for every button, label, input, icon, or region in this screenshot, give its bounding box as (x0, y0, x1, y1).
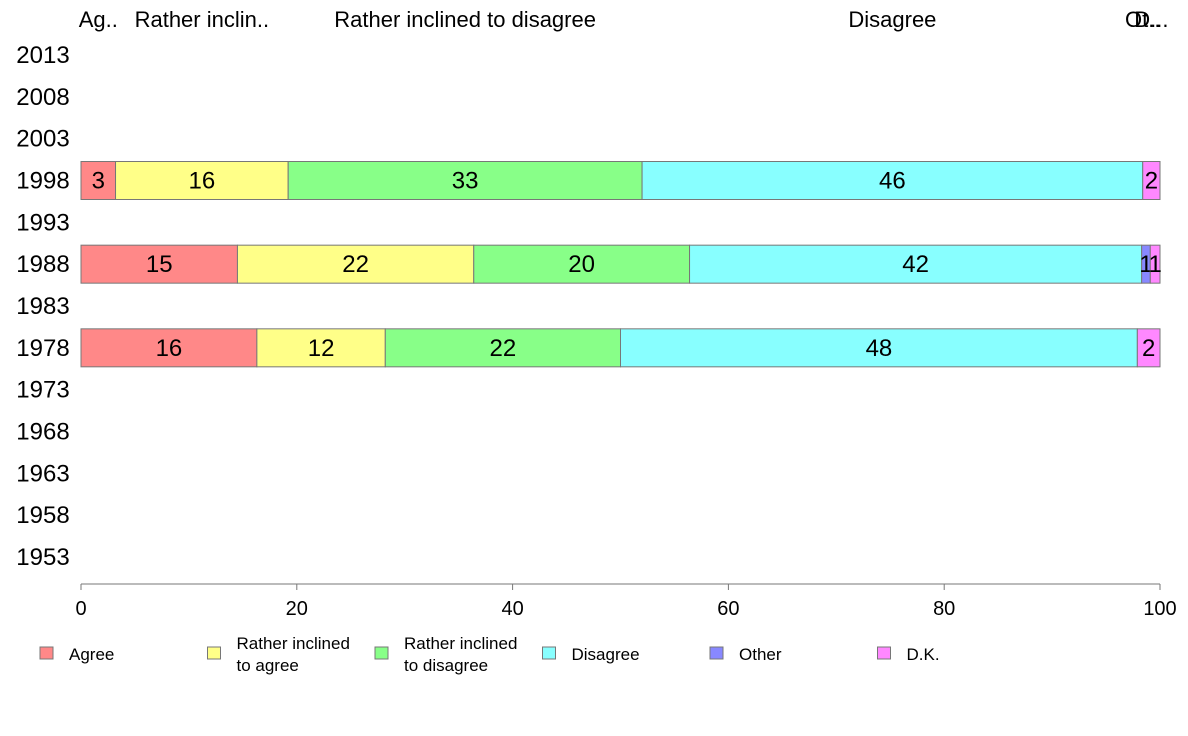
year-tick-label: 1998 (16, 168, 69, 195)
legend-label: Other (739, 645, 782, 664)
year-tick-label: 2008 (16, 84, 69, 111)
bar-segment (384, 328, 622, 368)
column-header-label: Ag.. (79, 7, 118, 32)
column-header-label: Disagree (848, 7, 936, 32)
year-tick-label: 1978 (16, 335, 69, 362)
column-header-labels: Ag.. Rather inclin.. Rather inclined to di… (79, 7, 1169, 32)
legend-swatch (374, 646, 389, 660)
data-label: 1 (1139, 251, 1152, 278)
x-tick-label: 100 (1143, 598, 1176, 620)
year-tick-label: 2013 (16, 42, 69, 69)
year-tick-label: 1983 (16, 293, 69, 320)
bar-segment (473, 244, 691, 284)
year-tick-label: 1963 (16, 460, 69, 487)
column-header-label: Rather inclined to disagree (334, 7, 596, 32)
year-tick-label: 1958 (16, 502, 69, 529)
bar-segment (115, 161, 289, 200)
legend-label: D.K. (907, 645, 940, 664)
bar-segment (236, 244, 475, 284)
x-tick-label: 80 (933, 598, 955, 620)
bar-segment (80, 328, 258, 368)
data-label: 33 (452, 168, 479, 195)
year-tick-label: 2003 (16, 126, 69, 153)
year-tick-labels: 2013 2008 2003 1998 1993 1988 1983 1978 1973 1968… (16, 42, 69, 571)
legend-label: to agree (237, 656, 299, 675)
legend-label: Disagree (572, 645, 640, 664)
year-tick-label: 1988 (16, 251, 69, 278)
legend-swatch (207, 646, 221, 660)
column-header-label: D... (1134, 7, 1168, 32)
x-tick-label: 40 (501, 598, 523, 620)
data-label: 16 (188, 168, 215, 195)
bar-segment (689, 244, 1143, 284)
bar-segment (80, 161, 117, 200)
legend-label: Rather inclined (237, 634, 350, 653)
column-header-label: Ot.. (1125, 7, 1160, 32)
legend: Agree Rather inclined to agree Rather incli… (39, 634, 940, 675)
year-tick-label: 1993 (16, 209, 69, 236)
legend-swatch (709, 646, 724, 660)
bars: 3 16 33 46 2 15 22 20 42 11 16 12 22 48 2 (80, 161, 1162, 368)
data-label: 42 (902, 251, 929, 278)
x-axis: 0 20 40 60 80 100 (75, 583, 1177, 620)
bar-segment (641, 161, 1144, 200)
legend-swatch (877, 646, 891, 660)
bar-segment (1142, 161, 1161, 200)
data-label: 1 (1148, 251, 1161, 278)
data-label: 2 (1145, 168, 1158, 195)
data-label: 20 (568, 251, 595, 278)
data-label: 22 (490, 335, 517, 362)
year-tick-label: 1973 (16, 377, 69, 404)
data-label: 12 (308, 335, 335, 362)
year-tick-label: 1953 (16, 544, 69, 571)
bar-segment (620, 328, 1138, 368)
data-label: 15 (146, 251, 173, 278)
x-tick-label: 0 (75, 598, 86, 620)
bar-segment (1136, 328, 1161, 368)
x-tick-label: 20 (286, 598, 308, 620)
data-label: 16 (156, 335, 183, 362)
bar-segment (287, 161, 643, 200)
data-label: 2 (1142, 335, 1155, 362)
legend-label: Rather inclined (404, 634, 517, 653)
legend-swatch (542, 646, 556, 660)
legend-swatch (39, 646, 54, 660)
legend-label: Agree (69, 645, 114, 664)
bar-segment (256, 328, 386, 368)
data-label: 22 (342, 251, 369, 278)
bar-segment (80, 244, 238, 284)
bar-segment (1149, 244, 1161, 284)
legend-label: to disagree (404, 656, 488, 675)
data-label: 3 (92, 168, 105, 195)
column-header-label: Rather inclin.. (135, 7, 270, 32)
data-label: 46 (879, 168, 906, 195)
data-label: 48 (866, 335, 893, 362)
x-tick-label: 60 (717, 598, 739, 620)
year-tick-label: 1968 (16, 419, 69, 446)
